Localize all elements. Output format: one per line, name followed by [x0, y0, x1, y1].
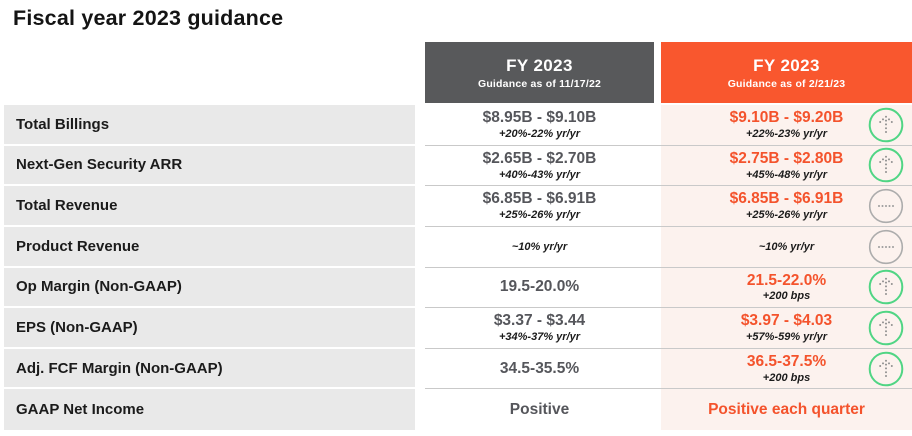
- guidance-value: $8.95B - $9.10B: [482, 109, 597, 127]
- row-label: GAAP Net Income: [4, 389, 415, 430]
- row-label: Total Billings: [4, 105, 415, 146]
- column-header-title: FY 2023: [753, 55, 820, 75]
- guidance-growth: +20%-22% yr/yr: [498, 127, 581, 140]
- guidance-growth: +200 bps: [762, 371, 811, 384]
- row-label: EPS (Non-GAAP): [4, 308, 415, 349]
- guidance-growth: +25%-26% yr/yr: [498, 209, 581, 222]
- guidance-value: 21.5-22.0%: [746, 271, 827, 289]
- unchanged-icon: [868, 188, 904, 224]
- page-title: Fiscal year 2023 guidance: [13, 6, 284, 30]
- column-header-subtitle: Guidance as of 11/17/22: [477, 77, 602, 90]
- column-gap: [654, 226, 661, 267]
- column-gap: [654, 145, 661, 186]
- updated-guidance-cell: Positive each quarter: [661, 389, 912, 430]
- updated-guidance-cell: $3.97 - $4.03 +57%-59% yr/yr: [661, 308, 912, 348]
- trend-up-icon: [868, 107, 904, 143]
- guidance-growth: +40%-43% yr/yr: [498, 168, 581, 181]
- updated-guidance-cell: $9.10B - $9.20B +22%-23% yr/yr: [661, 105, 912, 145]
- updated-guidance-cell: $2.75B - $2.80B +45%-48% yr/yr: [661, 145, 912, 186]
- prior-guidance-cell: 19.5-20.0%: [425, 267, 654, 308]
- table-row: ~10% yr/yr ~10% yr/yr: [425, 226, 912, 268]
- column-gap: [654, 389, 661, 430]
- updated-guidance-cell: ~10% yr/yr: [661, 226, 912, 267]
- guidance-growth: +45%-48% yr/yr: [745, 168, 828, 181]
- column-gap: [654, 105, 661, 145]
- table-row: $6.85B - $6.91B +25%-26% yr/yr $6.85B - …: [425, 186, 912, 227]
- guidance-value: $2.65B - $2.70B: [482, 149, 597, 167]
- guidance-growth: +22%-23% yr/yr: [745, 127, 828, 140]
- row-label: Op Margin (Non-GAAP): [4, 267, 415, 309]
- unchanged-icon: [868, 229, 904, 264]
- column-header-title: FY 2023: [506, 55, 573, 75]
- row-label: Adj. FCF Margin (Non-GAAP): [4, 348, 415, 390]
- guidance-value: 19.5-20.0%: [499, 278, 580, 296]
- column-gap: [654, 308, 661, 348]
- guidance-value: $6.85B - $6.91B: [729, 190, 844, 208]
- column-gap: [654, 267, 661, 308]
- table-row: $3.37 - $3.44 +34%-37% yr/yr $3.97 - $4.…: [425, 308, 912, 349]
- guidance-value: Positive: [509, 400, 570, 418]
- updated-guidance-cell: $6.85B - $6.91B +25%-26% yr/yr: [661, 186, 912, 226]
- guidance-growth: +200 bps: [762, 290, 811, 303]
- guidance-value: 34.5-35.5%: [499, 359, 580, 377]
- guidance-value: $6.85B - $6.91B: [482, 190, 597, 208]
- metric-label-column: Total Billings Next-Gen Security ARR Tot…: [4, 105, 415, 430]
- table-row: 34.5-35.5% 36.5-37.5% +200 bps: [425, 348, 912, 390]
- column-header-updated-guidance: FY 2023 Guidance as of 2/21/23: [661, 42, 912, 103]
- table-row: $8.95B - $9.10B +20%-22% yr/yr $9.10B - …: [425, 105, 912, 146]
- row-label: Product Revenue: [4, 226, 415, 268]
- guidance-value: $9.10B - $9.20B: [729, 109, 844, 127]
- guidance-growth: +57%-59% yr/yr: [745, 331, 828, 344]
- column-gap: [654, 186, 661, 226]
- column-gap: [654, 348, 661, 389]
- guidance-values-table: $8.95B - $9.10B +20%-22% yr/yr $9.10B - …: [425, 105, 912, 430]
- row-label: Total Revenue: [4, 186, 415, 227]
- guidance-value: $3.37 - $3.44: [493, 312, 586, 330]
- guidance-value: $3.97 - $4.03: [740, 312, 833, 330]
- prior-guidance-cell: ~10% yr/yr: [425, 226, 654, 267]
- guidance-value: 36.5-37.5%: [746, 352, 827, 370]
- table-row: 19.5-20.0% 21.5-22.0% +200 bps: [425, 267, 912, 309]
- trend-up-icon: [868, 310, 904, 346]
- updated-guidance-cell: 21.5-22.0% +200 bps: [661, 267, 912, 308]
- prior-guidance-cell: Positive: [425, 389, 654, 430]
- guidance-value: $2.75B - $2.80B: [729, 149, 844, 167]
- guidance-growth: +34%-37% yr/yr: [498, 331, 581, 344]
- trend-up-icon: [868, 148, 904, 183]
- prior-guidance-cell: 34.5-35.5%: [425, 348, 654, 389]
- prior-guidance-cell: $8.95B - $9.10B +20%-22% yr/yr: [425, 105, 654, 145]
- table-row: Positive Positive each quarter: [425, 389, 912, 430]
- trend-up-icon: [868, 270, 904, 305]
- trend-up-icon: [868, 351, 904, 386]
- guidance-growth: ~10% yr/yr: [758, 240, 815, 253]
- updated-guidance-cell: 36.5-37.5% +200 bps: [661, 348, 912, 389]
- column-header-subtitle: Guidance as of 2/21/23: [727, 77, 846, 90]
- prior-guidance-cell: $3.37 - $3.44 +34%-37% yr/yr: [425, 308, 654, 348]
- column-header-prior-guidance: FY 2023 Guidance as of 11/17/22: [425, 42, 654, 103]
- prior-guidance-cell: $6.85B - $6.91B +25%-26% yr/yr: [425, 186, 654, 226]
- table-row: $2.65B - $2.70B +40%-43% yr/yr $2.75B - …: [425, 145, 912, 187]
- guidance-growth: ~10% yr/yr: [511, 240, 568, 253]
- guidance-value: Positive each quarter: [708, 400, 865, 418]
- prior-guidance-cell: $2.65B - $2.70B +40%-43% yr/yr: [425, 145, 654, 186]
- row-label: Next-Gen Security ARR: [4, 145, 415, 187]
- guidance-growth: +25%-26% yr/yr: [745, 209, 828, 222]
